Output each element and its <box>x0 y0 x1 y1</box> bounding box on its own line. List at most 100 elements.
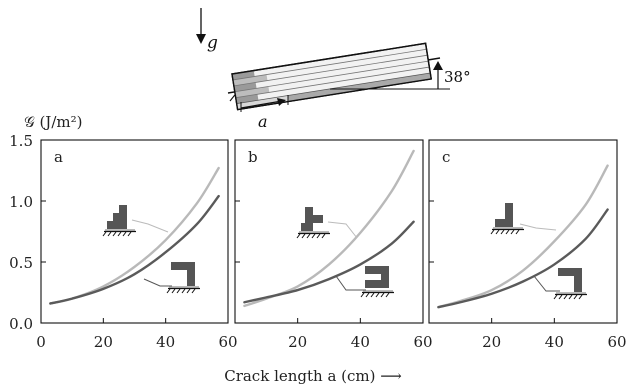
icon-hatch <box>122 231 127 237</box>
icon-hatch <box>296 233 301 239</box>
icon-block <box>301 223 313 231</box>
geometry-icon <box>296 207 330 239</box>
icon-base <box>105 229 135 231</box>
gravity-arrow-head <box>196 34 206 44</box>
x-tick-label: 60 <box>607 333 626 351</box>
icon-block <box>305 215 323 223</box>
icon-hatch <box>321 233 326 239</box>
icon-base <box>169 286 199 288</box>
icon-block <box>113 213 127 221</box>
crack-length-arrow-head <box>277 98 286 106</box>
icon-hatch <box>515 229 520 235</box>
angle-label: 38° <box>444 68 471 86</box>
icon-hatch <box>127 231 132 237</box>
panels: 0 20 40 60 a 20 40 60 b 20 40 60 c <box>36 139 626 351</box>
icon-block <box>119 205 127 213</box>
series-line-light <box>437 164 609 309</box>
panel-letter: b <box>248 148 258 166</box>
geometry-icon <box>102 205 136 237</box>
icon-hatch <box>380 292 385 298</box>
geometry-icon <box>553 268 587 300</box>
schematic: g 38° <box>196 8 471 131</box>
x-tick-label: 20 <box>482 333 501 351</box>
icon-hatch <box>375 292 380 298</box>
icon-hatch <box>558 294 563 300</box>
icon-hatch <box>186 288 191 294</box>
leader-line-light <box>519 223 557 231</box>
plot-frame <box>234 139 424 324</box>
icon-hatch <box>568 294 573 300</box>
icon-hatch <box>166 288 171 294</box>
icon-base <box>556 292 586 294</box>
icon-block <box>574 276 582 292</box>
x-tick-label: 60 <box>218 333 237 351</box>
x-tick-label: 20 <box>94 333 113 351</box>
icon-hatch <box>301 233 306 239</box>
icon-hatch <box>490 229 495 235</box>
icon-hatch <box>311 233 316 239</box>
y-axis-title: 𝒢 (J/m²) <box>24 113 82 131</box>
geometry-icon <box>490 203 524 235</box>
icon-block <box>171 262 195 270</box>
leader-line-dark <box>143 278 172 287</box>
icon-hatch <box>102 231 107 237</box>
leader-line-light <box>327 221 358 239</box>
geometry-icon <box>166 262 200 294</box>
panel-letter: a <box>54 148 63 166</box>
icon-hatch <box>495 229 500 235</box>
x-tick-label: 20 <box>288 333 307 351</box>
icon-hatch <box>385 292 390 298</box>
crack-label: a <box>258 112 268 131</box>
icon-block <box>187 278 195 286</box>
icon-hatch <box>112 231 117 237</box>
icon-hatch <box>370 292 375 298</box>
y-tick-labels: 1.5 1.0 0.5 0.0 <box>9 132 33 333</box>
series-line-dark <box>49 194 220 305</box>
icon-hatch <box>191 288 196 294</box>
chart-panel-b: 20 40 60 b <box>234 139 433 351</box>
icon-hatch <box>117 231 122 237</box>
x-axis-title: Crack length a (cm) ⟶ <box>224 367 402 385</box>
icon-hatch <box>306 233 311 239</box>
icon-hatch <box>553 294 558 300</box>
gravity-label: g <box>207 33 218 53</box>
x-tick-label: 0 <box>36 333 46 351</box>
icon-base <box>363 290 393 292</box>
angle-arrow-head <box>433 61 443 70</box>
leader-line-light <box>131 219 169 233</box>
icon-hatch <box>500 229 505 235</box>
icon-hatch <box>316 233 321 239</box>
icon-block <box>107 221 127 229</box>
icon-base <box>493 227 523 229</box>
icon-block <box>365 280 389 288</box>
chart-panel-c: 20 40 60 c <box>428 139 626 351</box>
x-tick-label: 60 <box>413 333 432 351</box>
icon-block <box>365 266 389 274</box>
icon-hatch <box>578 294 583 300</box>
icon-base <box>299 231 329 233</box>
icon-block <box>187 270 195 278</box>
chart-panel-a: 0 20 40 60 a <box>36 139 238 351</box>
icon-block <box>558 268 582 276</box>
icon-hatch <box>573 294 578 300</box>
leader-line-dark <box>533 275 560 292</box>
y-tick-label: 1.5 <box>9 132 33 150</box>
plot-frame <box>428 139 618 324</box>
plot-frame <box>40 139 229 324</box>
icon-block <box>505 203 513 227</box>
crack-length-arrow <box>240 100 283 109</box>
y-tick-label: 1.0 <box>9 193 33 211</box>
series-line-dark <box>243 220 415 304</box>
icon-hatch <box>365 292 370 298</box>
leader-line-dark <box>335 275 366 291</box>
panel-letter: c <box>442 148 450 166</box>
icon-hatch <box>176 288 181 294</box>
y-tick-label: 0.0 <box>9 315 33 333</box>
icon-hatch <box>181 288 186 294</box>
icon-hatch <box>171 288 176 294</box>
icon-hatch <box>563 294 568 300</box>
icon-hatch <box>510 229 515 235</box>
icon-hatch <box>360 292 365 298</box>
series-line-dark <box>437 208 609 309</box>
